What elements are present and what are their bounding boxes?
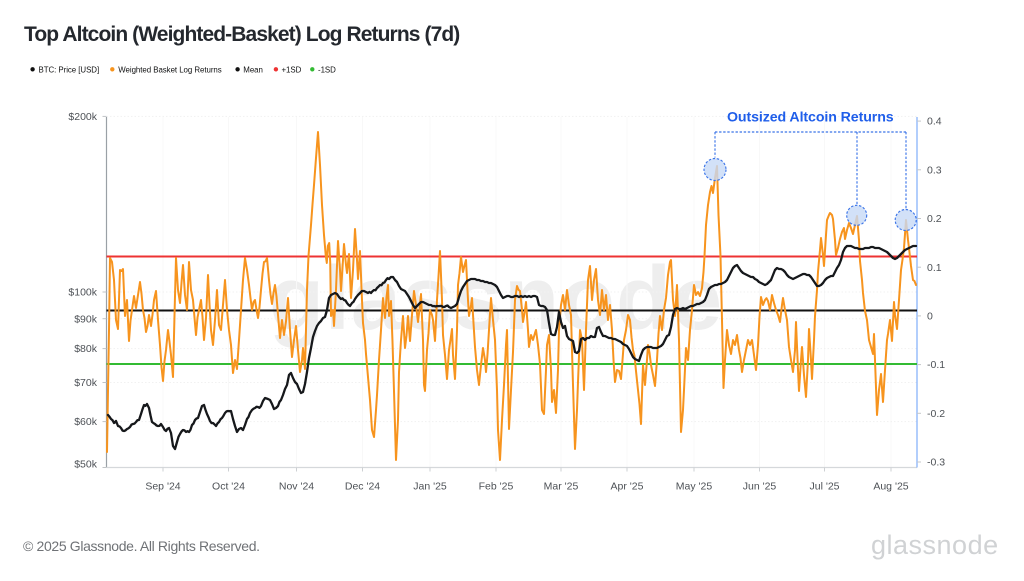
svg-text:$80k: $80k	[74, 343, 98, 355]
svg-text:0: 0	[927, 311, 933, 323]
svg-text:-0.1: -0.1	[927, 359, 945, 371]
svg-text:$90k: $90k	[74, 313, 98, 325]
svg-text:Nov '24: Nov '24	[279, 481, 314, 493]
svg-text:Weighted Basket Log Returns: Weighted Basket Log Returns	[118, 65, 221, 74]
svg-text:-0.2: -0.2	[927, 408, 945, 420]
svg-text:Dec '24: Dec '24	[345, 481, 380, 493]
svg-text:Aug '25: Aug '25	[873, 481, 908, 493]
svg-text:-0.3: -0.3	[927, 457, 945, 469]
svg-text:glassnode: glassnode	[871, 530, 999, 560]
svg-text:$70k: $70k	[74, 377, 98, 389]
svg-text:0.3: 0.3	[927, 164, 942, 176]
svg-text:0.2: 0.2	[927, 213, 942, 225]
svg-text:BTC: Price [USD]: BTC: Price [USD]	[39, 65, 100, 74]
svg-text:0.1: 0.1	[927, 262, 942, 274]
svg-text:Mar '25: Mar '25	[544, 481, 579, 493]
svg-text:© 2025 Glassnode. All Rights R: © 2025 Glassnode. All Rights Reserved.	[23, 538, 260, 554]
svg-text:Jan '25: Jan '25	[413, 481, 447, 493]
svg-text:Oct '24: Oct '24	[212, 481, 245, 493]
svg-text:Apr '25: Apr '25	[611, 481, 644, 493]
svg-text:$200k: $200k	[68, 111, 97, 123]
svg-text:Top Altcoin (Weighted-Basket): Top Altcoin (Weighted-Basket) Log Return…	[24, 23, 459, 46]
svg-text:+1SD: +1SD	[282, 65, 302, 74]
svg-text:May '25: May '25	[676, 481, 713, 493]
svg-text:Mean: Mean	[243, 65, 263, 74]
svg-text:0.4: 0.4	[927, 116, 942, 128]
svg-text:$50k: $50k	[74, 459, 98, 471]
svg-text:Jun '25: Jun '25	[743, 481, 777, 493]
svg-text:Feb '25: Feb '25	[479, 481, 514, 493]
svg-text:$60k: $60k	[74, 416, 98, 428]
svg-text:$100k: $100k	[68, 287, 97, 299]
svg-text:Outsized Altcoin Returns: Outsized Altcoin Returns	[727, 110, 894, 126]
svg-text:-1SD: -1SD	[318, 65, 336, 74]
svg-text:Jul '25: Jul '25	[809, 481, 839, 493]
svg-text:Sep '24: Sep '24	[145, 481, 180, 493]
